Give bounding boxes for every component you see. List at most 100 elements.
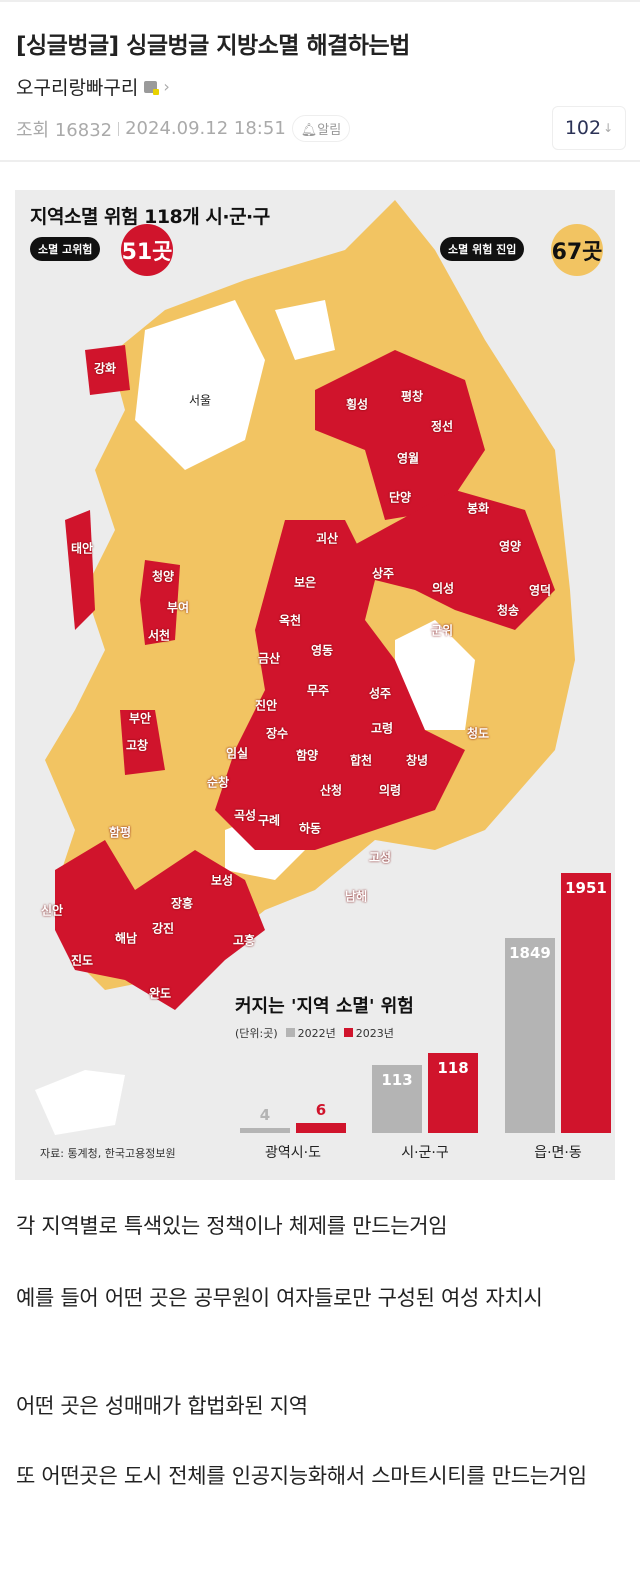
map-label: 영월 [396,451,420,466]
view-count: 조회 16832 [16,119,113,141]
alarm-label: 알림 [317,123,342,138]
map-label: 신안 [40,903,64,918]
map-label: 곡성 [233,808,257,823]
map-safe-area-2 [395,620,475,730]
map-label: 순창 [206,775,230,790]
chevron-right-icon: › [163,77,170,96]
meta-separator [118,121,120,136]
map-seoul-area [135,300,265,470]
map-label: 부여 [166,600,190,615]
bar-value-label: 1849 [509,944,551,962]
korea-map [35,200,575,1135]
map-label: 임실 [225,746,249,761]
body-paragraph: 예를 들어 어떤 곳은 공무원이 여자들로만 구성된 여성 자치시 [16,1286,543,1310]
risk-entry-count: 67곳 [551,224,603,276]
author-link[interactable]: 오구리랑빠구리 › [16,73,170,100]
map-label: 의령 [378,783,402,798]
chart-title: 커지는 '지역 소멸' 위험 [235,996,414,1017]
map-label: 해남 [114,931,138,946]
map-high-risk-central [215,520,465,850]
bar-value-label: 118 [437,1059,469,1077]
bar-value-label: 113 [381,1071,413,1089]
map-label: 완도 [148,986,172,1001]
map-label: 구례 [257,813,281,828]
body-paragraph: 또 어떤곳은 도시 전체를 인공지능화해서 스마트시티를 만드는거임 [16,1464,587,1488]
source-note: 자료: 통계청, 한국고용정보원 [40,1147,176,1160]
risk-entry-badge: 소멸 위험 진입 [440,237,525,261]
map-label: 금산 [257,651,281,666]
level-badge-icon [144,80,160,95]
map-label: 청양 [151,569,175,584]
map-label: 부안 [128,711,152,726]
map-label: 의성 [431,581,455,596]
category-label: 광역시·도 [265,1145,321,1161]
bar-value-label: 1951 [565,879,607,897]
map-label: 청도 [466,726,490,741]
top-divider [0,0,640,2]
body-paragraph: 어떤 곳은 성매매가 합법화된 지역 [16,1394,308,1418]
comment-count: 102 [564,117,602,139]
map-label: 단양 [388,490,412,505]
infographic-title: 지역소멸 위험 118개 시·군·구 [30,206,270,228]
map-label: 진도 [70,953,94,968]
comment-count-button[interactable]: 102 ↓ [552,106,626,150]
post-meta: 조회 16832 2024.09.12 18:51 🔔︎알림 [16,115,351,142]
map-label: 영덕 [528,583,552,598]
map-label: 고성 [368,850,392,865]
category-label: 시·군·구 [401,1145,449,1161]
map-safe-area-1 [275,300,335,360]
bar-2022년-2: 1849 [505,938,555,1133]
map-label: 영양 [498,539,522,554]
map-high-risk-gyeongbuk [345,490,555,630]
map-label: 무주 [306,683,330,698]
arrow-down-icon: ↓ [603,121,614,135]
infographic-image: 지역소멸 위험 118개 시·군·구 소멸 고위험 51곳 소멸 위험 진입 6… [15,190,615,1180]
bar-2022년-0: 4 [240,1106,290,1133]
map-label: 태안 [70,541,94,556]
chart-unit: (단위:곳) [235,1027,278,1040]
map-label: 장흥 [170,896,194,911]
map-label: 하동 [298,821,322,836]
bar-2023년-1: 118 [428,1053,478,1133]
map-high-risk-taean [65,510,95,630]
map-label: 고흥 [232,933,256,948]
map-high-risk-ganghwa [85,345,130,395]
map-label: 정선 [430,419,454,434]
map-jeju [35,1070,125,1135]
map-label: 고령 [370,721,394,736]
map-label: 봉화 [466,501,490,516]
map-label: 고창 [125,738,149,753]
legend-2022: 2022년 [285,1025,336,1041]
bar-2023년-2: 1951 [561,873,611,1133]
map-high-risk-gangwon [315,350,485,520]
map-label: 합천 [349,753,373,768]
map-label: 상주 [371,566,395,581]
map-label: 괴산 [315,531,339,546]
bar-2023년-0: 6 [296,1101,346,1133]
map-label: 성주 [368,686,392,701]
alarm-button[interactable]: 🔔︎알림 [291,115,351,142]
map-label: 함평 [108,825,132,840]
post-datetime: 2024.09.12 18:51 [125,118,286,139]
post-title: [싱글벙글] 싱글벙글 지방소멸 해결하는법 [16,33,410,59]
map-label: 보은 [293,575,317,590]
map-label: 진안 [254,698,278,713]
bar-value-label: 4 [259,1106,271,1124]
map-label: 보성 [210,873,234,888]
bell-icon: 🔔︎ [300,123,318,138]
map-label: 횡성 [345,397,369,412]
map-label: 강진 [151,921,175,936]
map-label: 남해 [344,889,368,904]
map-label: 옥천 [278,613,302,628]
map-label: 서천 [147,628,171,643]
map-label-seoul: 서울 [188,393,212,408]
map-label: 강화 [93,361,117,376]
author-name: 오구리랑빠구리 [16,77,139,99]
map-label: 산청 [319,783,343,798]
map-label: 창녕 [405,753,429,768]
map-high-risk-jeonbuk [120,710,165,775]
map-label: 군위 [430,623,454,638]
bar-value-label: 6 [315,1101,327,1119]
body-paragraph: 각 지역별로 특색있는 정책이나 체제를 만드는거임 [16,1214,448,1238]
map-label: 함양 [295,748,319,763]
